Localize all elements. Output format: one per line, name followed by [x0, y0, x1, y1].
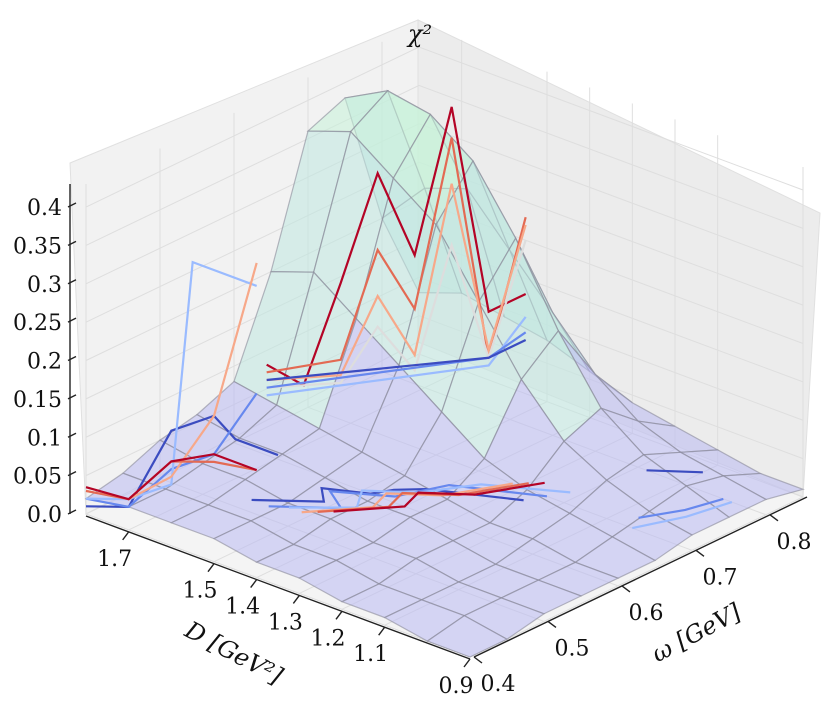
- y-tick-label: 1.7: [97, 547, 132, 572]
- contour-line-floor: [632, 501, 733, 530]
- z-tick-label: 0.25: [13, 311, 62, 336]
- contour-line-x-wall: [85, 453, 258, 501]
- contour-line-y-wall: [266, 106, 527, 387]
- z-tick-label: 0.15: [13, 388, 62, 413]
- y-grid-line: [469, 167, 804, 658]
- contour-line-y-wall: [266, 183, 527, 382]
- surface-patch: [426, 614, 509, 658]
- y-tick-mark: [378, 626, 386, 636]
- z-tick-label: 0.35: [13, 234, 62, 259]
- contour-lines: [85, 106, 733, 530]
- x-tick-mark: [695, 549, 705, 557]
- y-tick-mark: [250, 579, 258, 588]
- y-tick-mark: [122, 531, 130, 541]
- y-tick-label: 0.9: [439, 674, 474, 699]
- y-tick-label: 1.3: [268, 610, 303, 635]
- contour-line-y-wall: [266, 316, 527, 397]
- y-tick-label: 1.1: [353, 642, 388, 667]
- y-tick-label: 1.2: [311, 626, 346, 651]
- y-tick-label: 1.5: [183, 579, 218, 604]
- z-tick-label: 0.2: [27, 350, 62, 375]
- z-tick-mark: [67, 471, 77, 477]
- x-tick-label: 0.6: [629, 601, 664, 626]
- x-tick-label: 0.8: [777, 530, 812, 555]
- z-tick-label: 0.4: [27, 196, 62, 221]
- contour-line-x-wall: [85, 414, 279, 508]
- contour-line-y-wall: [266, 339, 527, 382]
- z-tick-mark: [67, 509, 77, 515]
- y-tick-label: 1.4: [225, 595, 260, 620]
- z-tick-label: 0.0: [27, 503, 62, 528]
- contour-line-floor: [638, 497, 724, 519]
- z-tick-mark: [67, 240, 77, 247]
- y-tick-mark: [207, 563, 215, 573]
- z-tick-label: 0.05: [13, 465, 62, 490]
- contour-line-floor: [333, 481, 545, 513]
- x-tick-label: 0.4: [481, 672, 516, 697]
- z-tick-mark: [67, 279, 77, 285]
- y-tick-mark: [463, 658, 471, 668]
- contour-line-x-wall: [85, 260, 258, 501]
- x-tick-label: 0.7: [703, 565, 738, 590]
- contour-line-x-wall: [85, 392, 258, 509]
- y-tick-mark: [292, 595, 300, 604]
- x-tick-mark: [473, 656, 483, 664]
- z-tick-label: 0.1: [27, 426, 62, 451]
- z-tick-mark: [67, 394, 77, 400]
- contour-line-floor: [646, 469, 703, 474]
- axes: [67, 184, 808, 668]
- y-tick-mark: [335, 610, 343, 620]
- z-tick-mark: [67, 355, 77, 362]
- z-axis-label: χ²: [406, 20, 432, 48]
- x-tick-label: 0.5: [555, 636, 590, 661]
- y-axis-line: [85, 515, 471, 660]
- x-tick-mark: [769, 514, 779, 522]
- z-tick-label: 0.3: [27, 273, 62, 298]
- x-tick-mark: [621, 585, 631, 593]
- x-tick-mark: [547, 620, 557, 629]
- x-axis-line: [473, 496, 808, 658]
- tick-labels: 0.0 0.05 0.1 0.15 0.2 0.25 0.3 0.35 0.4 0.9 1.1 1.2…: [13, 196, 811, 699]
- z-tick-mark: [67, 432, 77, 438]
- z-tick-mark: [67, 202, 77, 208]
- z-tick-mark: [67, 317, 77, 323]
